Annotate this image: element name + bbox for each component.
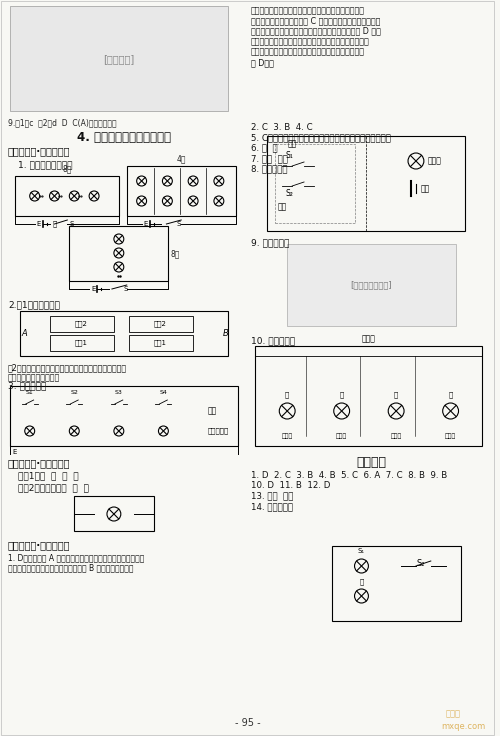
Text: 答案图: 答案图 xyxy=(446,709,461,718)
Text: 1. 见下图（参考）。: 1. 见下图（参考）。 xyxy=(18,160,72,169)
Text: 10. 如图所示。: 10. 如图所示。 xyxy=(250,336,294,345)
Text: 病房: 病房 xyxy=(208,406,217,416)
Text: 厕所: 厕所 xyxy=(287,139,296,148)
Bar xyxy=(128,316,193,332)
Text: 护士值班室: 护士值班室 xyxy=(208,428,229,434)
Text: 本章小结: 本章小结 xyxy=(356,456,386,469)
Text: 第二组: 第二组 xyxy=(336,434,347,439)
Bar xyxy=(10,6,228,111)
Text: - 95 -: - 95 - xyxy=(235,718,260,728)
Bar xyxy=(70,226,168,281)
Text: 答案1: 答案1 xyxy=(154,340,167,347)
Text: 1. D（解析：在 A 中，当声控开关闭合时，电灯被短路，电源
也被短路，电灯不亮，不符合题意；在 B 中，光控开关和声: 1. D（解析：在 A 中，当声控开关闭合时，电灯被短路，电源 也被短路，电灯不… xyxy=(8,553,144,573)
Bar xyxy=(128,335,193,351)
Text: 问题2: 问题2 xyxy=(75,321,88,328)
Text: 问题1: 问题1 xyxy=(74,340,88,347)
Text: 蓝: 蓝 xyxy=(394,391,398,397)
Text: E: E xyxy=(144,221,148,227)
Bar xyxy=(50,335,114,351)
Text: 第四组: 第四组 xyxy=(445,434,456,439)
Text: E: E xyxy=(12,449,16,455)
Text: E: E xyxy=(36,221,41,227)
Text: S₁: S₁ xyxy=(285,151,293,160)
Text: A: A xyxy=(22,330,28,339)
Text: S₁: S₁ xyxy=(358,548,365,554)
Text: 8个: 8个 xyxy=(170,249,179,258)
Text: [弹簧测力计电路]: [弹簧测力计电路] xyxy=(350,280,392,289)
Text: E: E xyxy=(91,286,96,292)
Text: 4组: 4组 xyxy=(176,154,186,163)
Bar xyxy=(15,176,119,216)
Text: S: S xyxy=(176,221,180,227)
Text: 主持台: 主持台 xyxy=(362,334,376,343)
Text: 绿: 绿 xyxy=(360,578,364,584)
Text: S3: S3 xyxy=(115,390,123,395)
Text: 9.（1）c  （2）d  D  C(A)（合理即可）: 9.（1）c （2）d D C(A)（合理即可） xyxy=(8,118,117,127)
Text: 第一组: 第一组 xyxy=(282,434,293,439)
Text: （2）所提问题与正确答案组成通路，答答案不正确，错
误的答案与问题是开路。: （2）所提问题与正确答案组成通路，答答案不正确，错 误的答案与问题是开路。 xyxy=(8,363,127,383)
Text: 3. 如图所示。: 3. 如图所示。 xyxy=(8,381,46,390)
Bar xyxy=(287,244,456,326)
Text: 电源: 电源 xyxy=(421,185,430,194)
Text: 1. D  2. C  3. B  4. B  5. C  6. A  7. C  8. B  9. B
10. D  11. B  12. D
13. 负极 : 1. D 2. C 3. B 4. B 5. C 6. A 7. C 8. B … xyxy=(250,471,447,512)
Bar xyxy=(50,316,114,332)
Text: S₂: S₂ xyxy=(416,559,425,568)
Text: S: S xyxy=(70,221,73,227)
Text: 绿: 绿 xyxy=(340,391,344,397)
Text: mxqe.com: mxqe.com xyxy=(441,722,486,731)
Text: 控开关是并联的，光暗到一定照度或者有声音时都能使
电灯发光，不符合题意；在 C 中，当光控开关闭合时，电灯
被短路，电源也被短路，电灯不亮，不符合题意；在 D : 控开关是并联的，光暗到一定照度或者有声音时都能使 电灯发光，不符合题意；在 C … xyxy=(250,6,380,67)
Text: 红: 红 xyxy=(285,391,290,397)
Text: 【教材助读·自主学习】: 【教材助读·自主学习】 xyxy=(8,146,70,156)
Text: S1: S1 xyxy=(26,390,34,395)
Text: S₂: S₂ xyxy=(285,189,293,198)
Bar xyxy=(74,496,154,531)
Bar xyxy=(20,311,228,356)
Text: 提示灯: 提示灯 xyxy=(428,157,442,166)
Text: 第三组: 第三组 xyxy=(390,434,402,439)
Text: S2: S2 xyxy=(70,390,78,395)
Bar xyxy=(10,386,237,446)
Text: 厨房: 厨房 xyxy=(278,202,286,211)
Text: S: S xyxy=(124,286,128,292)
Text: 一: 一 xyxy=(52,221,56,227)
Bar xyxy=(332,546,460,621)
Text: 【例1】并  六  两  两: 【例1】并 六 两 两 xyxy=(18,471,78,480)
Text: 2.（1）如图所示。: 2.（1）如图所示。 xyxy=(8,300,60,309)
Bar xyxy=(276,144,354,223)
Text: 答案2: 答案2 xyxy=(154,321,167,328)
Text: 【课时作业·高效训练】: 【课时作业·高效训练】 xyxy=(8,540,70,550)
Text: 8个: 8个 xyxy=(62,164,72,173)
Text: 9. 如图所示。: 9. 如图所示。 xyxy=(250,238,289,247)
Text: 【课内探究·展示变误】: 【课内探究·展示变误】 xyxy=(8,458,70,468)
Text: 2. C  3. B  4. C
5. C（解析：两灯互不影响，且每个开关只控制一盏灯。）
6. 并  串
7. 冷风  热风
8. 如图所示。: 2. C 3. B 4. C 5. C（解析：两灯互不影响，且每个开关只控制一盏… xyxy=(250,123,390,174)
Text: 黄: 黄 xyxy=(448,391,452,397)
Bar xyxy=(127,166,236,216)
Text: [电路图片]: [电路图片] xyxy=(103,54,134,64)
Text: S4: S4 xyxy=(160,390,168,395)
Bar xyxy=(254,346,482,446)
Text: 4. 活动：电路创新设计展示: 4. 活动：电路创新设计展示 xyxy=(77,131,171,144)
Text: B: B xyxy=(223,330,228,339)
Bar xyxy=(268,136,466,231)
Text: 【例2】如图所示。  并  串: 【例2】如图所示。 并 串 xyxy=(18,483,88,492)
